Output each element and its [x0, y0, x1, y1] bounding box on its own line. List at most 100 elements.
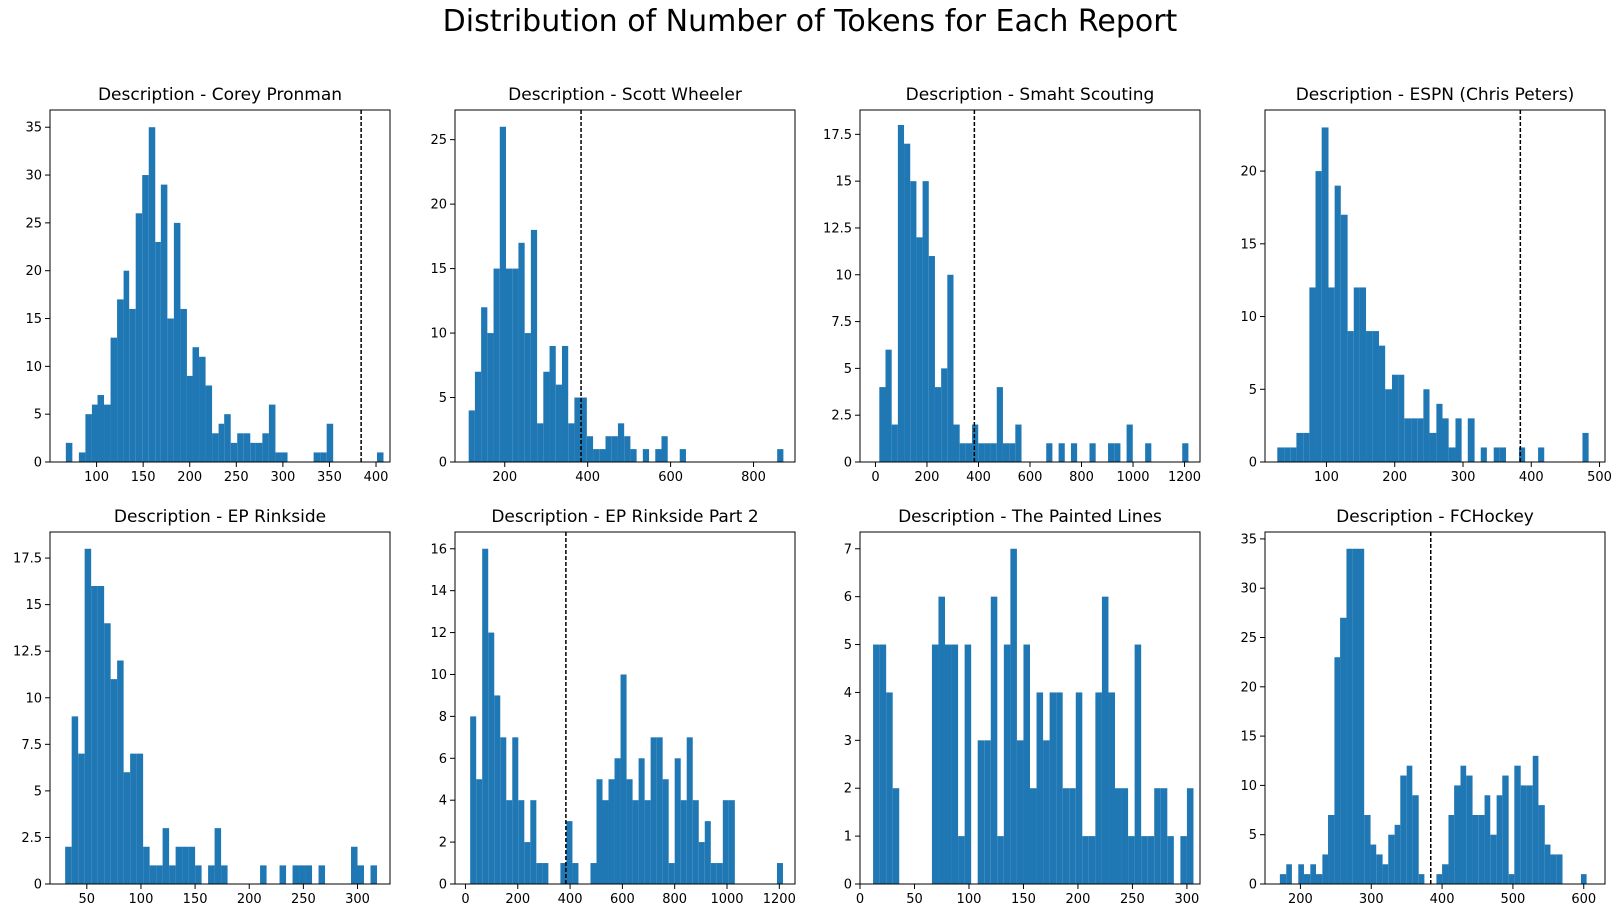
histogram-bar	[655, 449, 662, 462]
histogram-bar	[1466, 775, 1473, 884]
histogram-bar	[892, 788, 900, 884]
y-tick-label: 0	[439, 878, 447, 893]
y-tick-label: 10	[835, 268, 852, 283]
histogram-bar	[922, 181, 929, 462]
histogram-bar	[78, 452, 86, 462]
x-tick-label: 400	[558, 892, 583, 907]
histogram-bar	[318, 865, 326, 884]
x-tick-label: 600	[610, 892, 635, 907]
histogram-bar	[656, 737, 663, 884]
histogram-bar	[130, 753, 137, 884]
histogram-bar	[1043, 740, 1050, 884]
histogram-bar	[1411, 418, 1418, 462]
x-tick-label: 150	[183, 892, 208, 907]
x-tick-label: 600	[1018, 470, 1043, 485]
histogram-bar	[897, 124, 905, 462]
histogram-bar	[180, 308, 187, 462]
histogram-bar	[1436, 874, 1443, 884]
histogram-bar	[1518, 447, 1526, 462]
histogram-bar	[698, 842, 705, 884]
histogram-bar	[524, 333, 531, 462]
histogram-bar	[1322, 854, 1329, 884]
y-tick-label: 1	[844, 830, 852, 845]
x-tick-label: 300	[1359, 892, 1384, 907]
x-tick-label: 500	[1501, 892, 1526, 907]
histogram-bar	[518, 242, 525, 462]
histogram-bar	[1082, 836, 1089, 884]
x-tick-label: 1200	[1168, 470, 1201, 485]
histogram-bar	[1358, 548, 1365, 884]
histogram-bar	[281, 452, 288, 462]
histogram-bar	[710, 863, 717, 884]
histogram-bar	[162, 828, 170, 884]
histogram-bar	[1141, 836, 1148, 884]
histogram-bar	[997, 836, 1004, 884]
x-tick-label: 100	[84, 470, 109, 485]
y-tick-label: 15	[430, 262, 447, 277]
histogram-bar	[1298, 864, 1304, 884]
histogram-bar	[1448, 447, 1456, 462]
histogram-bar	[97, 395, 105, 462]
histogram-bar	[1455, 418, 1462, 462]
y-tick-label: 5	[844, 362, 852, 377]
histogram-bar	[624, 436, 631, 462]
x-tick-label: 200	[1382, 470, 1407, 485]
histogram-bar	[376, 452, 384, 462]
histogram-bar	[686, 737, 693, 884]
histogram-bar	[1376, 854, 1383, 884]
y-tick-label: 12	[430, 626, 447, 641]
histogram-bar	[668, 863, 675, 884]
y-tick-label: 10	[25, 691, 42, 706]
histogram-bar	[1075, 692, 1083, 884]
x-tick-label: 200	[505, 892, 530, 907]
y-tick-label: 0	[1249, 878, 1257, 893]
histogram-bar	[904, 143, 911, 462]
x-tick-label: 600	[658, 470, 683, 485]
y-tick-label: 10	[430, 668, 447, 683]
histogram-bar	[886, 692, 893, 884]
x-tick-label: 400	[1430, 892, 1455, 907]
histogram-bar	[1423, 389, 1430, 462]
histogram-bar	[91, 404, 98, 462]
histogram-bar	[1036, 692, 1044, 884]
histogram-bar	[1309, 287, 1316, 462]
histogram-bar	[1520, 785, 1527, 884]
x-tick-label: 1000	[1116, 470, 1149, 485]
x-tick-label: 250	[224, 470, 249, 485]
y-tick-label: 5	[1249, 383, 1257, 398]
histogram-bar	[777, 449, 784, 462]
x-tick-label: 400	[1519, 470, 1544, 485]
histogram-bar	[221, 865, 228, 884]
histogram-bar	[468, 410, 475, 462]
histogram-bar	[518, 800, 525, 884]
x-tick-label: 300	[1451, 470, 1476, 485]
histogram-bar	[104, 404, 111, 462]
histogram-bar	[1277, 447, 1285, 462]
y-tick-label: 15	[1240, 237, 1257, 252]
panel-title: Description - ESPN (Chris Peters)	[1296, 85, 1575, 105]
histogram-bar	[474, 371, 482, 462]
histogram-bar	[566, 821, 573, 884]
histogram-bar	[910, 181, 917, 462]
histogram-bar	[182, 846, 189, 884]
histogram-bar	[208, 865, 215, 884]
x-tick-label: 600	[1571, 892, 1596, 907]
histogram-bar	[237, 433, 244, 462]
histogram-bar	[123, 772, 131, 884]
histogram-bar	[602, 800, 609, 884]
histogram-bar	[142, 175, 149, 463]
histogram-bar	[1514, 765, 1521, 884]
y-tick-label: 25	[1240, 631, 1257, 646]
histogram-bar	[1379, 345, 1386, 462]
histogram-bar	[644, 800, 651, 884]
x-tick-label: 0	[856, 892, 864, 907]
histogram-bar	[1303, 874, 1311, 884]
histogram-bar	[470, 716, 477, 884]
histogram-bar	[320, 452, 327, 462]
histogram-bar	[305, 865, 313, 884]
histogram-bar	[493, 268, 500, 462]
y-tick-label: 15	[25, 598, 42, 613]
histogram-bar	[1069, 788, 1076, 884]
x-tick-label: 300	[270, 470, 295, 485]
